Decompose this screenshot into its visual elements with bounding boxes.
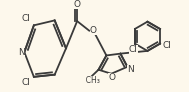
Text: Cl: Cl (21, 78, 30, 87)
Text: O: O (74, 0, 81, 9)
Text: Cl: Cl (163, 41, 171, 50)
Text: O: O (108, 73, 115, 82)
Text: O: O (90, 26, 97, 35)
Text: N: N (127, 65, 134, 74)
Text: CH₃: CH₃ (81, 76, 100, 85)
Text: Cl: Cl (21, 14, 30, 23)
Text: Cl: Cl (129, 45, 138, 54)
Text: N: N (19, 48, 25, 57)
